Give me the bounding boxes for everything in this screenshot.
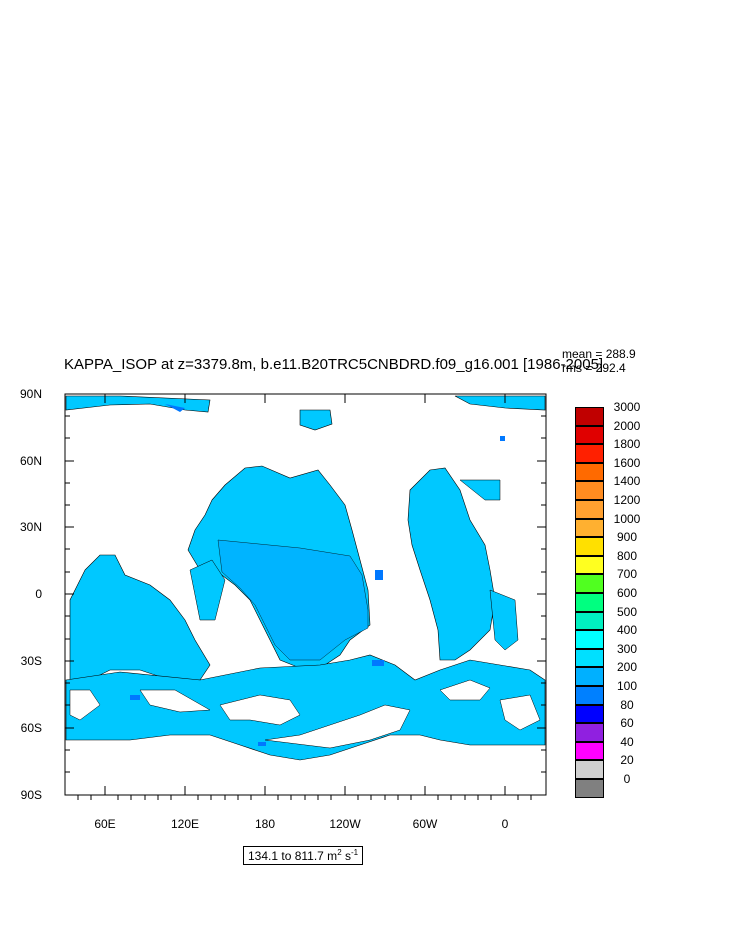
colorbar-swatch [575, 407, 604, 426]
value-range-box: 134.1 to 811.7 m2 s-1 [243, 846, 364, 865]
colorbar-swatch [575, 425, 604, 445]
atlantic-ocean [407, 467, 496, 661]
colorbar-swatch [575, 555, 604, 575]
plot-title: KAPPA_ISOP at z=3379.8m, b.e11.B20TRC5CN… [64, 356, 604, 373]
range-text: 134.1 to 811.7 m [248, 849, 338, 863]
colorbar-swatch [575, 500, 604, 519]
colorbar-swatch [575, 648, 604, 668]
colorbar-label: 1800 [613, 437, 641, 452]
colorbar-label: 1200 [613, 493, 641, 507]
arctic-ocean-strip-east [454, 395, 546, 411]
colorbar-label: 2000 [613, 418, 641, 433]
lat-label-eq: 0 [35, 587, 42, 601]
colorbar-swatch [575, 686, 604, 705]
lat-label-60n: 60N [19, 454, 42, 468]
colorbar-swatch [575, 518, 604, 538]
lat-label-90s: 90S [20, 788, 42, 802]
colorbar-label: 80 [620, 697, 634, 712]
range-text-unit: s [341, 849, 351, 863]
colorbar-label: 700 [616, 567, 638, 582]
colorbar-label: 900 [616, 530, 638, 545]
colorbar-swatch [575, 760, 604, 779]
lon-label-60w: 60W [412, 817, 438, 831]
colorbar-label: 40 [620, 734, 634, 749]
pacific-mid-band [217, 539, 369, 661]
colorbar-swatch [575, 537, 604, 556]
colorbar-label: 1400 [613, 474, 641, 489]
arctic-ocean-strip [65, 395, 211, 413]
lon-ticks [77, 394, 532, 800]
colorbar-label: 500 [616, 604, 638, 619]
colorbar-swatch [575, 667, 604, 686]
colorbar-swatch [575, 630, 604, 649]
lon-label-120w: 120W [329, 817, 361, 831]
colorbar-label: 3000 [613, 400, 641, 414]
colorbar-label: 1000 [613, 511, 641, 526]
lon-label-180: 180 [254, 817, 276, 831]
lat-label-30s: 30S [20, 654, 42, 668]
range-sup-time: -1 [350, 848, 359, 857]
lat-label-60s: 60S [20, 721, 42, 735]
lat-label-30n: 30N [19, 520, 42, 534]
lat-label-90n: 90N [19, 387, 42, 401]
lat-ticks [65, 393, 546, 796]
colorbar-label: 60 [620, 716, 634, 731]
colorbar-swatch [575, 481, 604, 500]
colorbar-swatch [575, 574, 604, 593]
colorbar-swatch [575, 611, 604, 631]
colorbar-swatch [575, 723, 604, 742]
colorbar-label: 0 [623, 772, 631, 786]
colorbar-swatch [575, 741, 604, 761]
range-sup-area: 2 [337, 848, 342, 857]
mean-value: mean = 288.9 [562, 347, 636, 361]
colorbar-swatch [575, 444, 604, 463]
colorbar-label: 1600 [613, 455, 641, 470]
colorbar-label: 300 [616, 641, 638, 656]
colorbar-label: 800 [616, 548, 638, 563]
colorbar-swatch [575, 779, 604, 798]
colorbar-label: 100 [616, 679, 638, 693]
lon-label-120e: 120E [170, 817, 200, 831]
colorbar-label: 20 [620, 753, 634, 768]
colorbar-label: 400 [616, 623, 638, 638]
southern-ocean [65, 654, 546, 761]
colorbar-swatch [575, 593, 604, 612]
indian-ocean [69, 554, 211, 681]
lon-label-60e: 60E [94, 817, 116, 831]
colorbar-swatch [575, 462, 604, 482]
map-field [65, 395, 546, 761]
rms-value: rms = 292.4 [562, 361, 626, 375]
colorbar-label: 600 [616, 586, 638, 600]
colorbar-label: 200 [616, 660, 638, 675]
colorbar-swatch [575, 704, 604, 724]
lon-label-0: 0 [501, 817, 509, 831]
